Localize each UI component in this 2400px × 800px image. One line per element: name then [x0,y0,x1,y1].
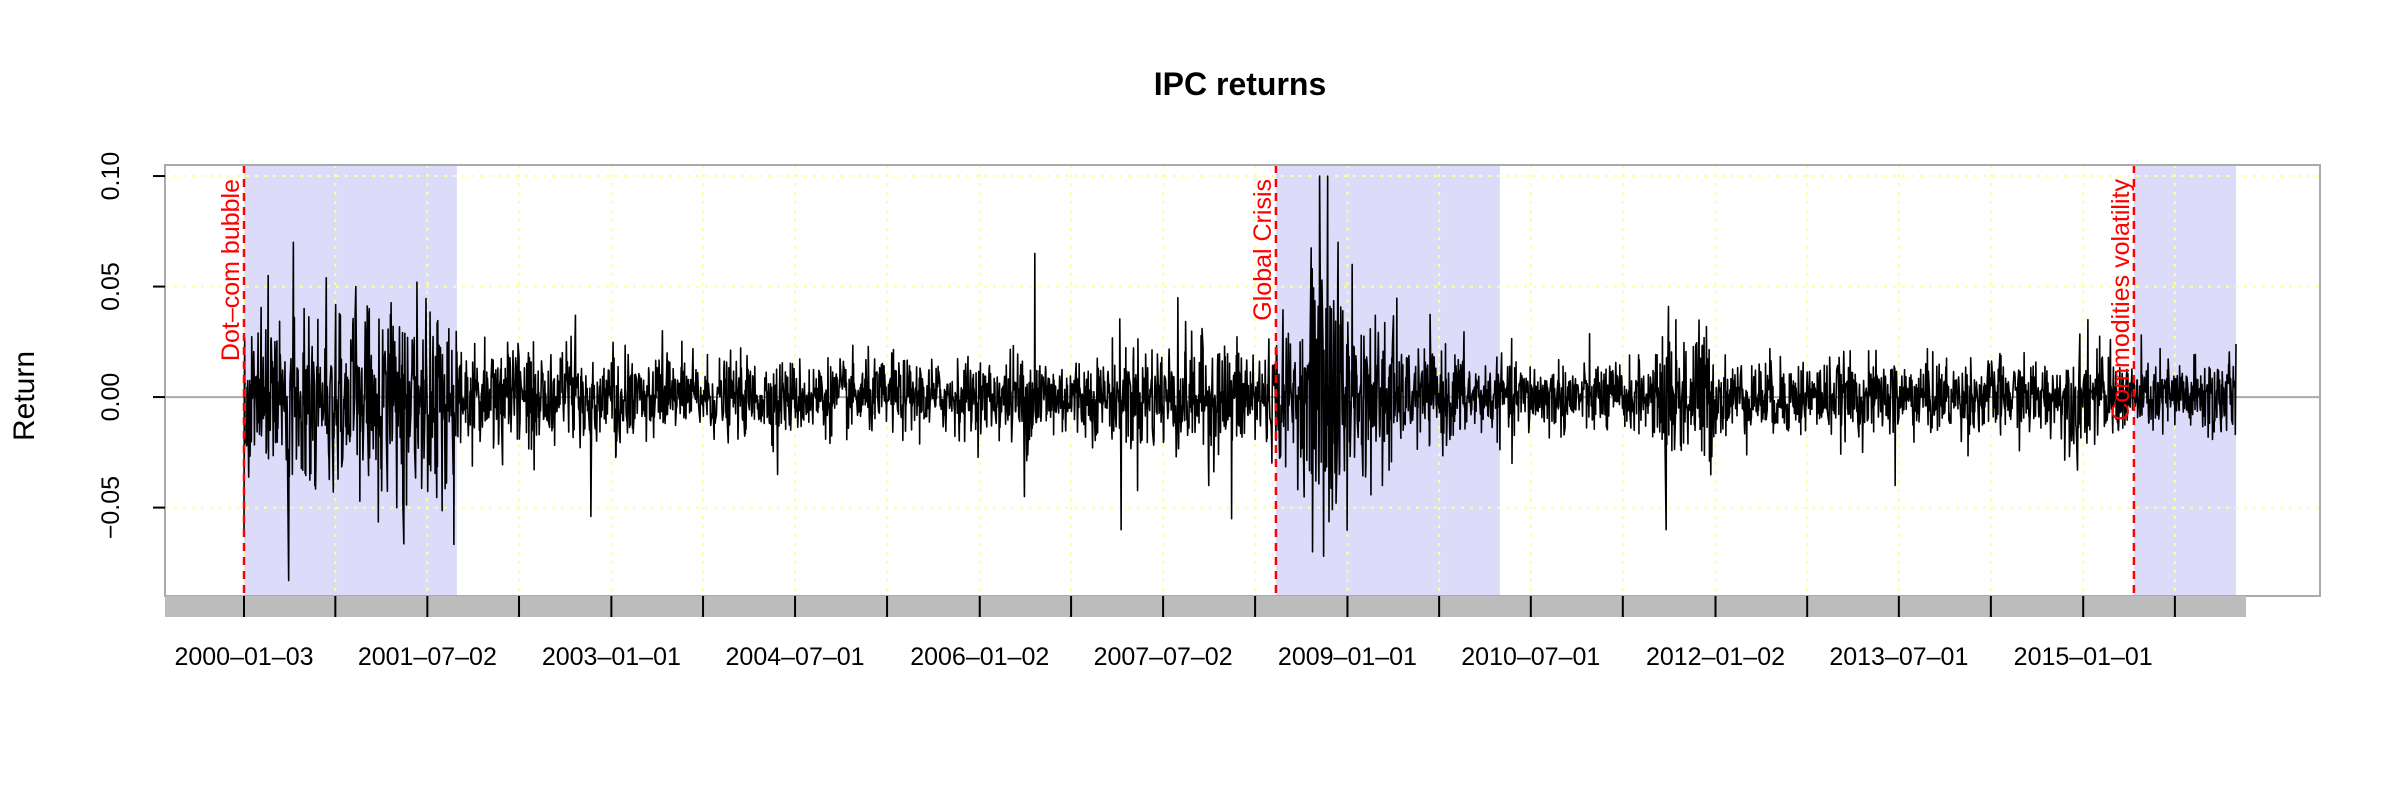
returns-series-line [243,175,2237,582]
x-tick-label-3: 2004–07–01 [726,643,865,671]
y-tick-label-2: 0.05 [97,262,125,311]
y-tick-label-1: 0.00 [97,373,125,422]
x-tick-label-7: 2010–07–01 [1461,643,1600,671]
x-tick-label-8: 2012–01–02 [1646,643,1785,671]
period-label-1: Global Crisis [1249,179,1277,321]
chart-title: IPC returns [1154,66,1326,102]
plot-area: Dot–com bubble Global Crisis Commodities v… [97,152,2321,671]
x-tick-label-9: 2013–07–01 [1829,643,1968,671]
x-axis-strip [165,596,2246,617]
period-band-2 [2133,165,2236,596]
x-tick-label-0: 2000–01–03 [174,643,313,671]
x-tick-label-2: 2003–01–01 [542,643,681,671]
period-label-2: Commodities volatility [2107,179,2135,421]
x-tick-label-6: 2009–01–01 [1278,643,1417,671]
x-tick-label-4: 2006–01–02 [910,643,1049,671]
y-tick-label-3: 0.10 [97,152,125,201]
y-tick-label-0: −0.05 [97,476,125,539]
x-tick-label-10: 2015–01–01 [2014,643,2153,671]
x-tick-label-1: 2001–07–02 [358,643,497,671]
y-axis-label: Return [8,351,41,441]
x-tick-label-5: 2007–07–02 [1094,643,1233,671]
period-label-0: Dot–com bubble [217,179,245,361]
